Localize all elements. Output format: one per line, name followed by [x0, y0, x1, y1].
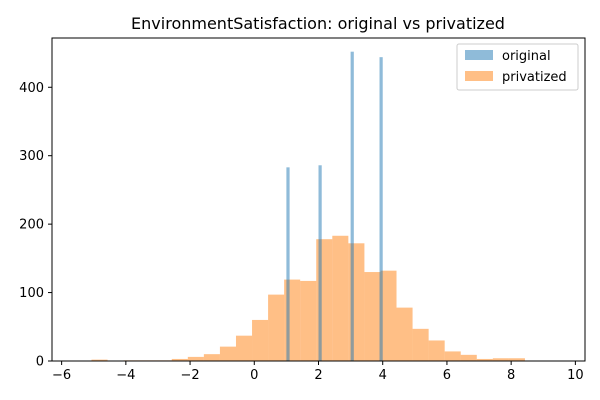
privatized-bar-20 — [412, 328, 429, 361]
privatized-bar-8 — [219, 346, 236, 361]
privatized-bar-26 — [508, 358, 525, 361]
privatized-bar-24 — [476, 358, 493, 361]
legend-label-privatized: privatized — [502, 70, 567, 85]
privatized-bar-22 — [444, 351, 461, 361]
plot-frame — [51, 37, 586, 362]
x-tick-label: −4 — [116, 368, 135, 383]
privatized-bar-18 — [380, 270, 397, 361]
privatized-bar-0 — [91, 359, 108, 361]
legend-swatch-original — [465, 50, 493, 60]
x-tick-label: 6 — [443, 368, 451, 383]
privatized-bar-25 — [492, 358, 509, 361]
original-bar-1 — [318, 165, 322, 361]
chart-title: EnvironmentSatisfaction: original vs pri… — [131, 14, 505, 33]
x-tick-label: −2 — [180, 368, 199, 383]
privatized-bar-7 — [203, 354, 220, 361]
y-tick-label: 0 — [36, 355, 44, 370]
privatized-bar-6 — [187, 356, 204, 361]
x-tick-label: −6 — [52, 368, 71, 383]
privatized-bar-13 — [300, 280, 317, 361]
y-tick-label: 300 — [19, 149, 44, 164]
original-bar-2 — [350, 51, 354, 361]
legend-swatch-privatized — [465, 71, 493, 81]
legend: original privatized — [456, 43, 579, 91]
legend-label-original: original — [502, 49, 551, 64]
y-axis: 0 100 200 300 400 — [19, 81, 52, 370]
original-bars — [286, 51, 383, 361]
y-tick-label: 200 — [19, 218, 44, 233]
privatized-bar-10 — [252, 319, 269, 361]
x-tick-label: 4 — [379, 368, 387, 383]
privatized-bar-21 — [428, 340, 445, 361]
privatized-bar-17 — [364, 272, 381, 361]
y-tick-label: 400 — [19, 81, 44, 96]
x-tick-label: 10 — [567, 368, 584, 383]
y-tick-label: 100 — [19, 286, 44, 301]
privatized-bar-5 — [171, 358, 188, 361]
x-tick-label: 2 — [314, 368, 322, 383]
privatized-bar-9 — [235, 335, 253, 361]
original-bar-3 — [379, 57, 383, 361]
x-axis: −6 −4 −2 0 2 4 6 8 10 — [52, 361, 584, 383]
privatized-bar-11 — [268, 294, 285, 361]
privatized-bar-23 — [460, 354, 477, 361]
original-bar-0 — [286, 167, 290, 361]
x-tick-label: 0 — [250, 368, 258, 383]
privatized-bar-19 — [396, 307, 413, 361]
privatized-bar-15 — [332, 235, 349, 361]
x-tick-label: 8 — [507, 368, 515, 383]
